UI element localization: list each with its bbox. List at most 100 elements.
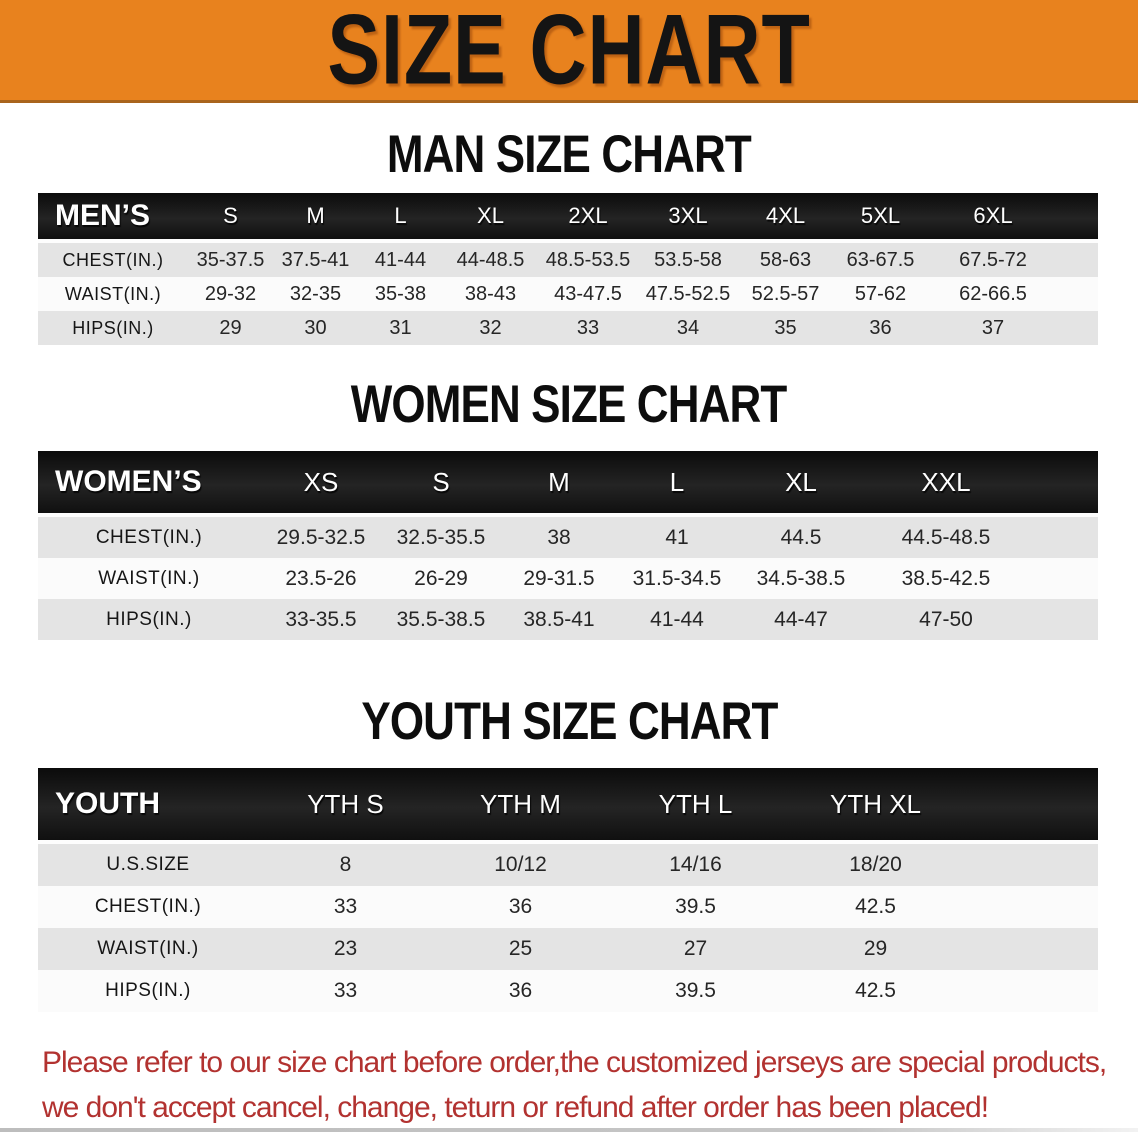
cell: 38 <box>547 525 571 549</box>
cell: 44-47 <box>774 607 828 631</box>
table-row: CHEST(IN.) 29.5-32.5 32.5-35.5 38 41 44.… <box>38 515 1098 558</box>
cell: 44.5 <box>780 525 822 549</box>
spacer-cell <box>1026 558 1098 599</box>
cell: 18/20 <box>849 853 902 876</box>
youth-section-title-text: YOUTH SIZE CHART <box>360 691 778 751</box>
spacer-cell <box>1058 311 1098 345</box>
cell: 38.5-42.5 <box>901 566 991 590</box>
cell: 26-29 <box>414 566 468 590</box>
cell: 41 <box>665 525 689 549</box>
womens-col-header-xxl: XXL <box>866 451 1026 517</box>
womens-corner-label: WOMEN’S <box>38 451 260 517</box>
cell: 41-44 <box>650 607 704 631</box>
spacer-cell <box>1058 241 1098 277</box>
womens-size-table: WOMEN’S XS S M L XL XXL CHEST(IN.) 29.5-… <box>38 451 1098 640</box>
cell: 8 <box>339 853 352 876</box>
cell: 37.5-41 <box>281 248 350 271</box>
cell: 38.5-41 <box>523 607 595 631</box>
cell: 44.5-48.5 <box>901 525 991 549</box>
spacer-cell <box>968 928 1098 970</box>
spacer-cell <box>1058 277 1098 311</box>
row-label: CHEST(IN.) <box>62 249 164 270</box>
youth-col-header-l: YTH L <box>608 768 783 844</box>
cell: 31.5-34.5 <box>632 566 722 590</box>
mens-header-row: MEN’S S M L XL 2XL 3XL 4XL 5XL 6XL <box>38 193 1098 243</box>
bottom-edge-strip <box>0 1128 1138 1132</box>
table-row: CHEST(IN.) 33 36 39.5 42.5 <box>38 886 1098 928</box>
youth-section-title: YOUTH SIZE CHART <box>0 691 1138 751</box>
womens-col-header-xl: XL <box>736 451 866 517</box>
row-label: HIPS(IN.) <box>105 980 191 1001</box>
mens-col-header-xl: XL <box>443 193 538 243</box>
cell: 29 <box>863 937 888 960</box>
cell: 42.5 <box>855 979 896 1002</box>
womens-header-row: WOMEN’S XS S M L XL XXL <box>38 451 1098 517</box>
cell: 48.5-53.5 <box>545 248 631 271</box>
spacer-cell <box>1026 515 1098 558</box>
disclaimer-line-2: we don't accept cancel, change, teturn o… <box>42 1091 989 1124</box>
mens-col-header-m: M <box>273 193 358 243</box>
table-row: WAIST(IN.) 23 25 27 29 <box>38 928 1098 970</box>
cell: 35-37.5 <box>196 248 265 271</box>
cell: 32-35 <box>289 282 342 305</box>
table-row: U.S.SIZE 8 10/12 14/16 18/20 <box>38 842 1098 886</box>
youth-header-row: YOUTH YTH S YTH M YTH L YTH XL <box>38 768 1098 844</box>
cell: 42.5 <box>855 895 896 918</box>
spacer-cell <box>968 886 1098 928</box>
cell: 32.5-35.5 <box>396 525 486 549</box>
cell: 39.5 <box>675 979 716 1002</box>
womens-col-header-m: M <box>500 451 618 517</box>
cell: 29-32 <box>204 282 257 305</box>
table-row: WAIST(IN.) 29-32 32-35 35-38 38-43 43-47… <box>38 277 1098 311</box>
disclaimer-line-1: Please refer to our size chart before or… <box>42 1046 1107 1079</box>
spacer-cell <box>968 970 1098 1012</box>
youth-col-header-s: YTH S <box>258 768 433 844</box>
mens-corner-label: MEN’S <box>38 193 188 243</box>
cell: 14/16 <box>669 853 722 876</box>
cell: 52.5-57 <box>751 282 820 305</box>
cell: 62-66.5 <box>959 282 1027 305</box>
cell: 47.5-52.5 <box>645 282 731 305</box>
spacer-cell <box>1026 451 1098 517</box>
cell: 33 <box>333 895 358 918</box>
row-label: HIPS(IN.) <box>106 608 192 630</box>
table-row: CHEST(IN.) 35-37.5 37.5-41 41-44 44-48.5… <box>38 241 1098 277</box>
womens-col-header-xs: XS <box>260 451 382 517</box>
mens-size-table: MEN’S S M L XL 2XL 3XL 4XL 5XL 6XL CHEST… <box>38 193 1098 345</box>
cell: 27 <box>683 937 708 960</box>
cell: 23 <box>333 937 358 960</box>
cell: 36 <box>869 316 892 339</box>
youth-corner-label: YOUTH <box>38 768 258 844</box>
row-label: WAIST(IN.) <box>98 567 200 589</box>
cell: 31 <box>389 316 412 339</box>
cell: 57-62 <box>854 282 907 305</box>
cell: 25 <box>508 937 533 960</box>
cell: 35-38 <box>374 282 427 305</box>
cell: 33 <box>576 316 600 339</box>
mens-col-header-5xl: 5XL <box>833 193 928 243</box>
disclaimer: Please refer to our size chart before or… <box>0 1040 1138 1130</box>
table-row: HIPS(IN.) 29 30 31 32 33 34 35 36 37 <box>38 311 1098 345</box>
cell: 29 <box>219 316 242 339</box>
cell: 34 <box>676 316 700 339</box>
mens-col-header-l: L <box>358 193 443 243</box>
women-section-title: WOMEN SIZE CHART <box>0 374 1138 434</box>
cell: 35 <box>774 316 797 339</box>
table-row: HIPS(IN.) 33-35.5 35.5-38.5 38.5-41 41-4… <box>38 599 1098 640</box>
cell: 30 <box>304 316 327 339</box>
youth-size-table: YOUTH YTH S YTH M YTH L YTH XL U.S.SIZE … <box>38 768 1098 1012</box>
women-section-title-text: WOMEN SIZE CHART <box>351 374 788 434</box>
row-label: WAIST(IN.) <box>97 938 199 959</box>
cell: 33-35.5 <box>285 607 357 631</box>
cell: 67.5-72 <box>959 248 1027 271</box>
cell: 44-48.5 <box>456 248 525 271</box>
men-section-title: MAN SIZE CHART <box>0 124 1138 183</box>
row-label: U.S.SIZE <box>106 854 190 875</box>
cell: 32 <box>479 316 502 339</box>
cell: 36 <box>508 979 533 1002</box>
mens-col-header-4xl: 4XL <box>738 193 833 243</box>
cell: 37 <box>981 316 1005 339</box>
cell: 41-44 <box>374 248 427 271</box>
row-label: WAIST(IN.) <box>64 283 162 304</box>
